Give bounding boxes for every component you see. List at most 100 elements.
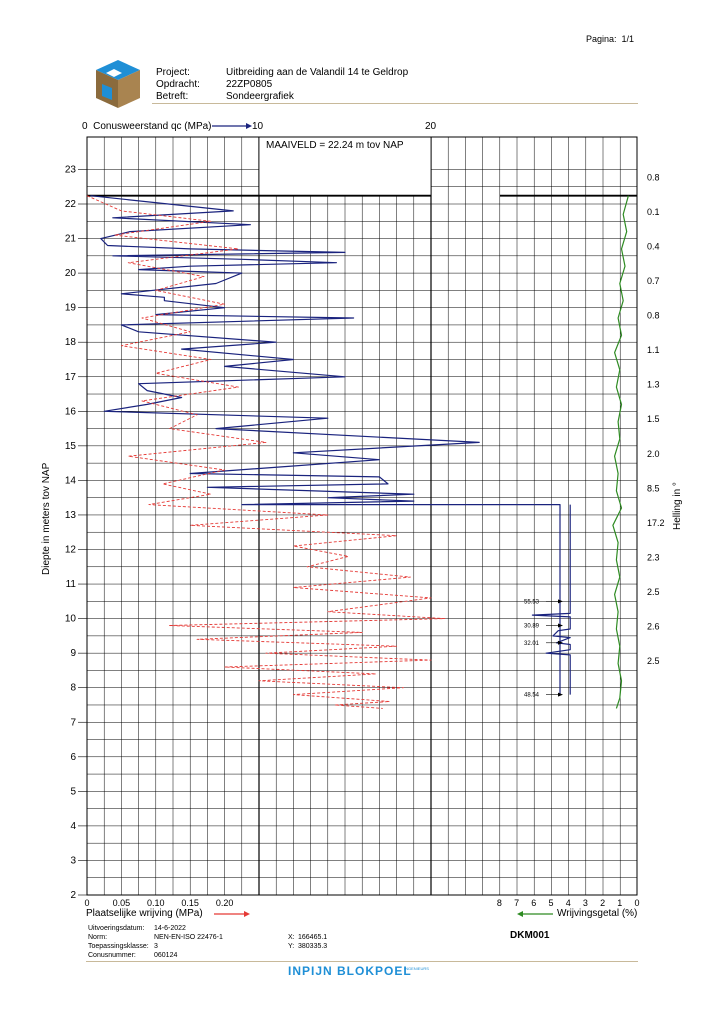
bottom-left-tick: 0 [84, 898, 89, 908]
bottom-right-tick: 5 [548, 898, 553, 908]
betreft-label: Betreft: [156, 91, 189, 102]
footer-coords: X: 166465.1 Y: 380335.3 [288, 933, 327, 951]
bottom-left-tick: 0.20 [216, 898, 234, 908]
norm-label: Norm: [88, 934, 108, 941]
qc-line [90, 195, 561, 695]
bottom-right-tick: 1 [617, 898, 622, 908]
y-tick-label: 6 [70, 752, 76, 763]
top-axis-label: Conusweerstand qc (MPa) [93, 121, 212, 132]
incline-value: 0.1 [647, 207, 660, 217]
sounding-code: DKM001 [510, 930, 550, 941]
y-tick-label: 3 [70, 855, 76, 866]
class-label: Toepassingsklasse: [88, 943, 149, 950]
incline-value: 0.4 [647, 241, 660, 251]
page-number: Pagina: 1/1 [586, 33, 634, 45]
y-tick-label: 9 [70, 648, 76, 659]
incline-value: 17.2 [647, 518, 665, 528]
incline-value: 0.8 [647, 311, 660, 321]
incline-value: 1.3 [647, 380, 660, 390]
project-label: Project: [156, 67, 190, 78]
date-value: 14-6-2022 [154, 925, 186, 932]
x-coord-label: X: [288, 934, 295, 941]
value-annotation: 48.54 [524, 693, 540, 699]
bottom-right-tick: 7 [514, 898, 519, 908]
footer-meta: Uitvoeringsdatum: 14-6-2022 Norm: NEN-EN-I… [88, 924, 223, 960]
incline-value: 2.5 [647, 656, 660, 666]
y-tick-label: 21 [65, 234, 77, 245]
incline-value: 1.5 [647, 414, 660, 424]
y-tick-label: 2 [70, 890, 76, 901]
y-tick-label: 20 [65, 268, 77, 279]
y-tick-label: 16 [65, 406, 77, 417]
y-tick-label: 18 [65, 337, 77, 348]
project-value: Uitbreiding aan de Valandil 14 te Geldro… [226, 67, 409, 78]
ratio-line [612, 195, 629, 709]
company-logo [92, 58, 144, 110]
y-tick-label: 22 [65, 199, 77, 210]
friction-line [86, 195, 446, 709]
bottom-right-tick: 2 [600, 898, 605, 908]
header-block: Project: Uitbreiding aan de Valandil 14 t… [156, 67, 408, 103]
bottom-right-axis-label: Wrijvingsgetal (%) [557, 908, 638, 919]
incline-value: 2.3 [647, 552, 660, 562]
bottom-left-axis-label: Plaatselijke wrijving (MPa) [86, 908, 203, 919]
bottom-right-tick: 6 [531, 898, 536, 908]
value-annotation: 30.89 [524, 624, 540, 630]
y-tick-label: 4 [70, 821, 76, 832]
y-tick-label: 15 [65, 441, 77, 452]
betreft-value: Sondeergrafiek [226, 91, 294, 102]
annotation-arrow-head [558, 623, 563, 628]
incline-value: 2.0 [647, 449, 660, 459]
incline-value: 8.5 [647, 483, 660, 493]
y-coord-label: Y: [288, 943, 295, 950]
y-tick-label: 14 [65, 475, 77, 486]
header-divider [152, 103, 638, 104]
bottom-right-tick: 0 [634, 898, 639, 908]
y-tick-label: 10 [65, 614, 77, 625]
x-coord-value: 166465.1 [298, 934, 328, 941]
y-tick-label: 7 [70, 717, 76, 728]
page-value: 1/1 [621, 34, 635, 44]
y-tick-label: 13 [65, 510, 77, 521]
bottom-left-tick: 0.10 [147, 898, 165, 908]
y-tick-label: 17 [65, 372, 77, 383]
y-tick-label: 8 [70, 683, 76, 694]
brand-name: INPIJN BLOKPOEL [288, 964, 412, 978]
bottom-right-tick: 8 [497, 898, 502, 908]
top-axis-title: 0 Conusweerstand qc (MPa) [82, 121, 212, 133]
annotation-arrow-head [558, 692, 563, 697]
y-tick-label: 5 [70, 786, 76, 797]
top-tick-20: 20 [425, 121, 437, 132]
top-tick-10: 10 [252, 121, 264, 132]
top-tick-0: 0 [82, 121, 88, 132]
footer-divider [86, 961, 638, 962]
opdracht-value: 22ZP0805 [226, 79, 273, 90]
y-tick-label: 23 [65, 164, 77, 175]
value-annotation: 32.01 [524, 641, 540, 647]
bottom-right-tick: 3 [583, 898, 588, 908]
incline-value: 2.5 [647, 587, 660, 597]
bottom-right-tick: 4 [566, 898, 571, 908]
y-axis-label: Diepte in meters tov NAP [41, 462, 52, 575]
norm-value: NEN-EN-ISO 22476-1 [154, 934, 223, 941]
opdracht-label: Opdracht: [156, 79, 200, 90]
incline-value: 1.1 [647, 345, 660, 355]
incline-value: 0.8 [647, 172, 660, 182]
incline-axis-label: Helling in ° [672, 482, 683, 530]
bottom-left-tick: 0.15 [181, 898, 199, 908]
ratio-profile-line [531, 504, 571, 695]
maaiveld-label: MAAIVELD = 22.24 m tov NAP [262, 140, 408, 152]
y-tick-label: 19 [65, 303, 77, 314]
cone-label: Conusnummer: [88, 952, 136, 959]
annotation-arrow-head [558, 640, 563, 645]
page-label: Pagina: [586, 34, 617, 44]
brand-sub: INGENIEURS [404, 966, 429, 971]
incline-value: 0.7 [647, 276, 660, 286]
class-value: 3 [154, 943, 158, 950]
bottom-left-tick: 0.05 [113, 898, 131, 908]
cone-value: 060124 [154, 952, 178, 959]
date-label: Uitvoeringsdatum: [88, 925, 145, 932]
value-annotation: 55.53 [524, 599, 540, 605]
y-tick-label: 11 [66, 579, 77, 590]
